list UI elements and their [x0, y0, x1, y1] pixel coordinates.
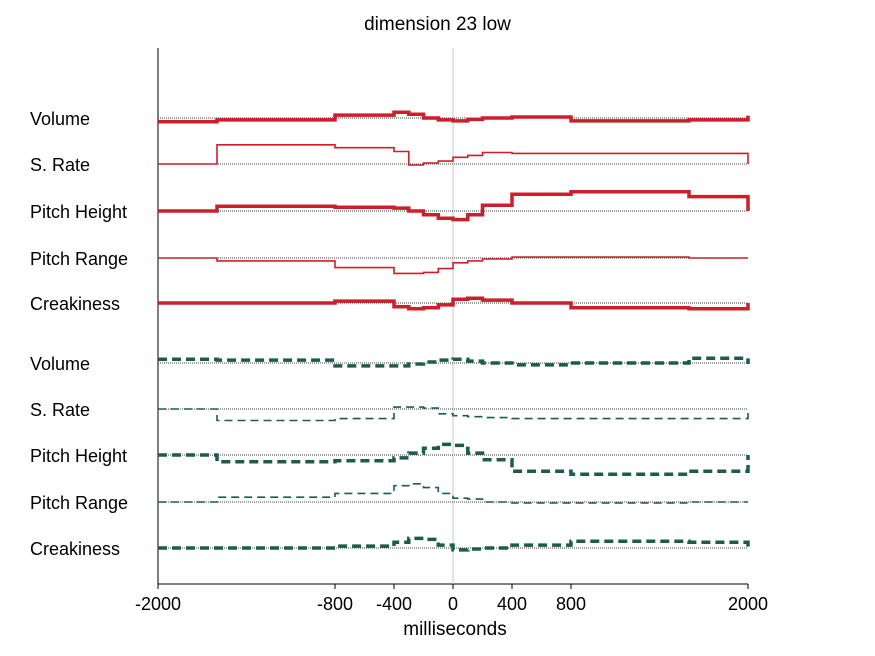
x-ticks: -2000 -800 -400 0 400 800 2000: [135, 584, 768, 614]
series-label: Volume: [30, 109, 90, 129]
row-labels: Volume S. Rate Pitch Height Pitch Range Crea…: [30, 109, 128, 559]
series-line: [158, 190, 750, 222]
series-line: [158, 110, 750, 124]
series-line: [158, 442, 750, 476]
series-line: [158, 356, 750, 368]
series-label: Pitch Range: [30, 493, 128, 513]
x-tick-label: 800: [556, 594, 586, 614]
series-line: [158, 406, 749, 422]
series-line: [158, 296, 750, 311]
series-label: S. Rate: [30, 155, 90, 175]
series-label: Creakiness: [30, 294, 120, 314]
series-label: Pitch Height: [30, 446, 127, 466]
series-layer: [158, 110, 750, 552]
x-tick-label: 400: [497, 594, 527, 614]
x-axis-label: milliseconds: [403, 619, 507, 640]
x-tick-label: 2000: [728, 594, 768, 614]
series-label: Creakiness: [30, 539, 120, 559]
series-line: [158, 483, 748, 504]
series-label: Volume: [30, 354, 90, 374]
series-label: Pitch Range: [30, 249, 128, 269]
series-line: [158, 144, 749, 166]
chart-title: dimension 23 low: [364, 14, 511, 35]
series-line: [158, 256, 748, 275]
x-tick-label: -2000: [135, 594, 181, 614]
x-tick-label: -400: [376, 594, 412, 614]
series-label: S. Rate: [30, 400, 90, 420]
series-label: Pitch Height: [30, 202, 127, 222]
x-tick-label: -800: [317, 594, 353, 614]
x-tick-label: 0: [448, 594, 458, 614]
series-line: [158, 536, 750, 552]
